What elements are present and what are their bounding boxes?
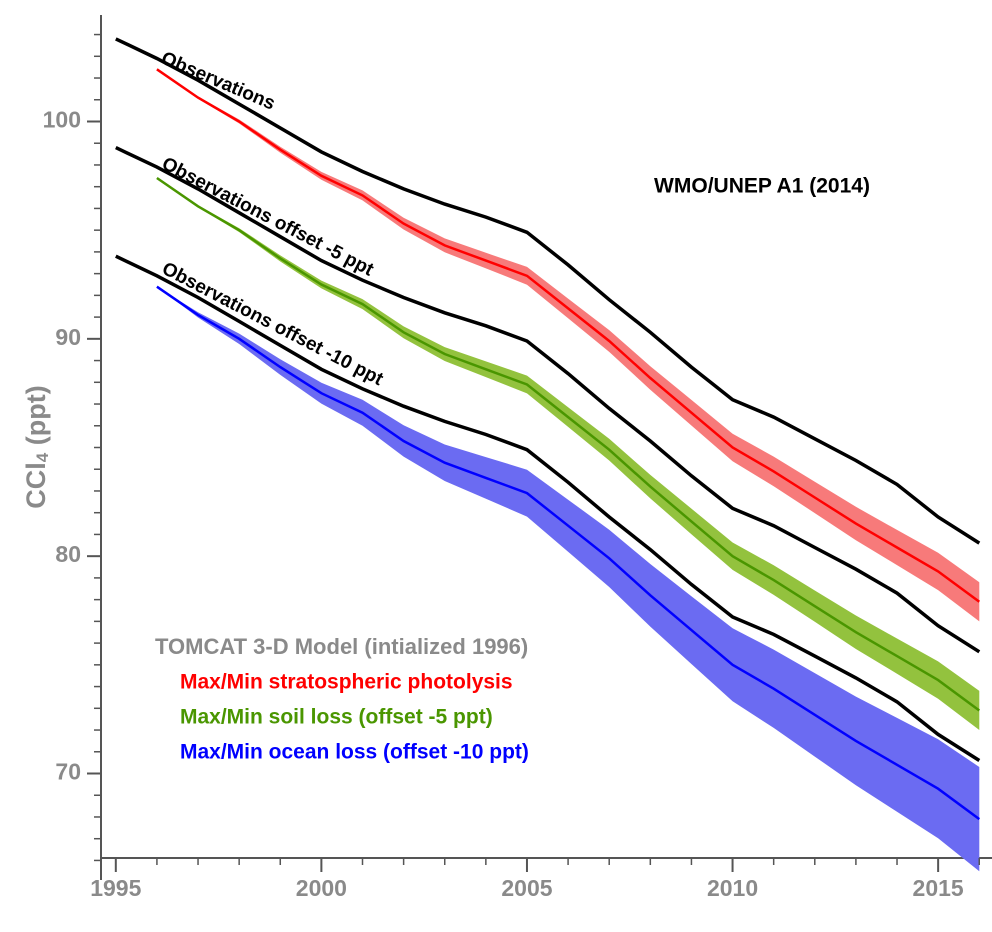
x-tick-label: 2015 bbox=[913, 875, 964, 901]
model-line bbox=[156, 176, 981, 712]
model-band bbox=[156, 178, 980, 730]
y-tick-label: 100 bbox=[43, 107, 81, 133]
x-tick-label: 2000 bbox=[296, 875, 347, 901]
y-label-rest: (ppt) bbox=[21, 385, 51, 452]
model-line bbox=[156, 285, 981, 821]
observation-label: Observations offset -5 ppt bbox=[158, 153, 377, 281]
legend-title: TOMCAT 3-D Model (intialized 1996) bbox=[155, 634, 528, 659]
y-axis-label: CCl4 (ppt) bbox=[21, 385, 52, 508]
observation-label: Observations offset -10 ppt bbox=[158, 258, 387, 390]
annotation: WMO/UNEP A1 (2014) bbox=[654, 175, 870, 198]
model-line bbox=[156, 68, 981, 603]
model-band bbox=[156, 69, 980, 622]
y-label-main: CCl bbox=[21, 462, 51, 509]
model-band bbox=[156, 286, 980, 872]
observation-line bbox=[115, 146, 981, 654]
y-label-sub: 4 bbox=[33, 452, 52, 462]
legend-entry: Max/Min soil loss (offset -5 ppt) bbox=[180, 706, 493, 729]
y-tick-label: 80 bbox=[55, 541, 81, 567]
x-tick-label: 2005 bbox=[501, 875, 552, 901]
legend-entry: Max/Min ocean loss (offset -10 ppt) bbox=[180, 741, 529, 764]
plot-area bbox=[115, 37, 981, 872]
legend-entry: Max/Min stratospheric photolysis bbox=[180, 671, 513, 694]
x-tick-label: 2010 bbox=[707, 875, 758, 901]
observation-line bbox=[115, 254, 981, 762]
y-tick-label: 70 bbox=[55, 759, 81, 785]
x-tick-label: 1995 bbox=[90, 875, 141, 901]
y-tick-label: 90 bbox=[55, 324, 81, 350]
observation-line bbox=[115, 37, 981, 545]
